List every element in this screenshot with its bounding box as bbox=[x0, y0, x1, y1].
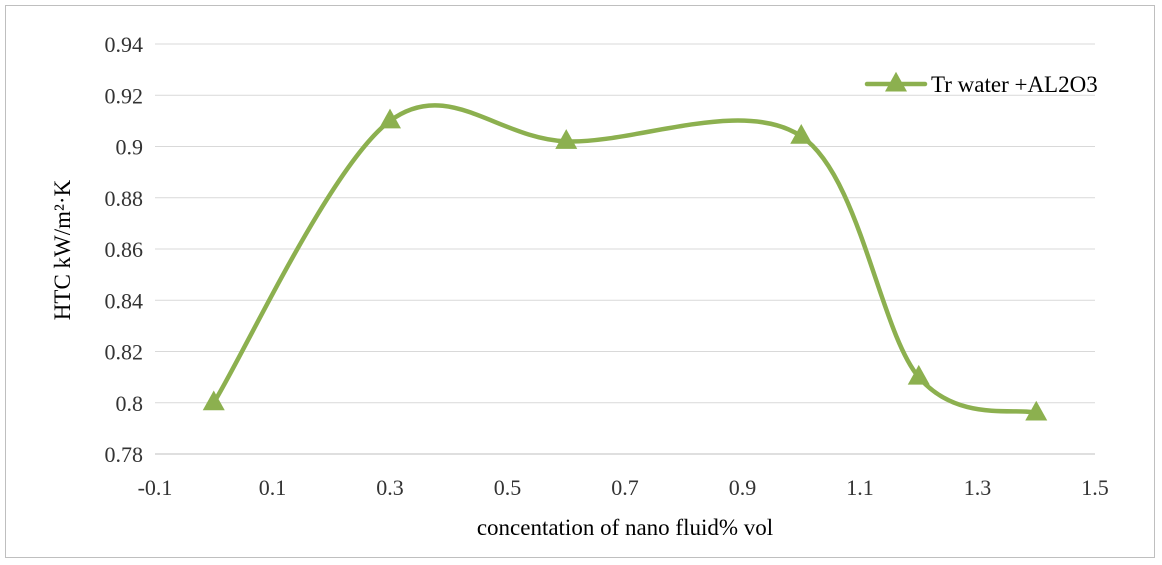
legend-label: Tr water +AL2O3 bbox=[931, 72, 1098, 97]
x-tick-label: 0.5 bbox=[494, 475, 522, 500]
legend-triangle-marker bbox=[885, 71, 907, 92]
data-point-marker bbox=[202, 390, 225, 411]
data-point-marker bbox=[1025, 400, 1048, 421]
series-layer bbox=[202, 103, 1048, 421]
x-tick-label: 1.1 bbox=[846, 475, 874, 500]
y-tick-label: 0.86 bbox=[105, 237, 144, 262]
data-point-marker bbox=[790, 123, 813, 144]
chart-frame bbox=[5, 5, 1155, 558]
x-tick-label: 1.3 bbox=[964, 475, 992, 500]
series-line bbox=[211, 103, 1039, 416]
x-tick-label: 0.7 bbox=[611, 475, 639, 500]
y-tick-label: 0.82 bbox=[105, 340, 144, 365]
x-tick-label: 0.3 bbox=[376, 475, 404, 500]
y-tick-label: 0.78 bbox=[105, 442, 144, 467]
y-tick-label: 0.88 bbox=[105, 186, 144, 211]
y-tick-label: 0.94 bbox=[105, 32, 144, 57]
x-axis-tick-labels: -0.1 0.1 0.3 0.5 0.7 0.9 1.1 1.3 1.5 bbox=[138, 475, 1109, 500]
gridlines bbox=[155, 43, 1095, 455]
y-tick-label: 0.92 bbox=[105, 83, 144, 108]
y-tick-label: 0.9 bbox=[116, 135, 144, 160]
y-tick-label: 0.84 bbox=[105, 288, 144, 313]
y-tick-label: 0.8 bbox=[116, 391, 144, 416]
x-tick-label: 0.1 bbox=[259, 475, 287, 500]
x-tick-label: -0.1 bbox=[138, 475, 173, 500]
x-axis-title: concentation of nano fluid% vol bbox=[477, 515, 773, 540]
x-tick-label: 1.5 bbox=[1081, 475, 1109, 500]
y-axis-title: HTC kW/m²·K bbox=[50, 179, 75, 320]
data-point-marker bbox=[379, 108, 401, 129]
x-tick-label: 0.9 bbox=[729, 475, 757, 500]
data-point-marker bbox=[555, 129, 578, 149]
legend: Tr water +AL2O3 bbox=[864, 71, 1098, 97]
y-axis-tick-labels: 0.78 0.8 0.82 0.84 0.86 0.88 0.9 0.92 0.94 bbox=[105, 32, 144, 467]
data-point-marker bbox=[907, 364, 930, 385]
